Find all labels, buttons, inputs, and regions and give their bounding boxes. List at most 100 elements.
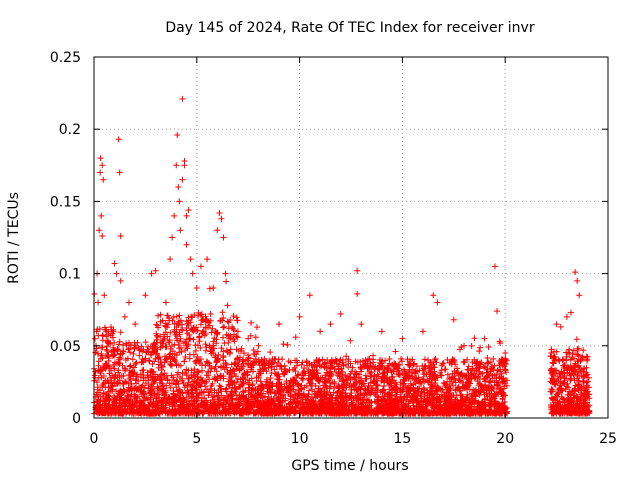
data-point [199,330,206,337]
data-point [339,389,346,396]
data-point [584,388,591,395]
data-point [434,374,441,381]
data-point [162,329,169,336]
data-point [456,377,463,384]
data-point [212,328,219,335]
data-point [169,410,176,417]
data-point [354,267,361,274]
data-point [476,361,483,368]
data-point [354,378,361,385]
data-point [401,367,408,374]
data-point [367,379,374,386]
data-point [189,378,196,385]
data-point [401,393,408,400]
data-point [228,393,235,400]
data-point [467,410,474,417]
data-point [547,353,554,360]
data-point [476,369,483,376]
data-point [371,379,378,386]
data-point [276,398,283,405]
data-point [299,404,306,411]
data-point [365,396,372,403]
data-point [220,373,227,380]
data-point [343,361,350,368]
data-point [202,331,209,338]
data-point [222,270,229,277]
data-point [431,375,438,382]
data-point [179,176,186,183]
data-point [188,374,195,381]
data-point [302,410,309,417]
data-point [581,397,588,404]
x-tick-label: 15 [393,431,411,447]
data-point [138,359,145,366]
data-point [226,381,233,388]
data-point [408,394,415,401]
data-point [208,409,215,416]
data-point [175,320,182,327]
data-point [572,385,579,392]
data-point [259,365,266,372]
data-point [230,312,237,319]
data-point [197,374,204,381]
data-point [228,361,235,368]
data-point [319,394,325,401]
data-point [212,354,219,361]
data-point [94,386,101,393]
data-point [159,399,166,406]
data-point [185,379,192,386]
data-point [343,353,350,360]
data-point [338,406,345,413]
data-point [563,375,570,382]
data-point [474,400,481,407]
data-point [213,340,220,347]
data-point [584,353,591,360]
data-point [164,408,171,415]
data-point [224,302,231,309]
data-point [130,350,137,357]
data-point [348,383,355,390]
data-point [156,354,163,361]
data-point [353,397,360,404]
data-point [147,372,154,379]
data-point [350,404,357,411]
data-point [394,397,401,404]
data-point [241,395,248,402]
data-point [503,369,510,376]
data-point [366,402,373,409]
data-point [303,399,310,406]
data-point [491,398,498,405]
data-point [480,386,487,393]
data-point [234,328,241,335]
data-point [104,338,111,345]
data-point [193,382,200,389]
data-point [239,405,246,412]
data-point [312,394,319,401]
data-point [390,377,397,384]
data-point [175,369,182,376]
data-point [185,317,192,324]
data-point [317,374,324,381]
data-point [255,342,262,349]
data-point [312,407,319,414]
data-point [127,362,134,369]
data-point [446,385,453,392]
data-point [550,360,557,367]
data-point [567,395,574,402]
data-point [206,285,213,292]
data-point [359,409,366,416]
data-point [503,405,510,412]
data-point [488,400,495,407]
data-point [430,385,437,392]
data-point [431,364,438,371]
x-tick-label: 10 [291,431,309,447]
data-point [176,373,183,380]
data-point [224,369,231,376]
data-point [129,407,136,414]
data-point [298,382,305,389]
data-point [433,387,440,394]
data-point [166,351,173,358]
data-point [139,393,146,400]
data-point [214,377,221,384]
data-point [99,382,106,389]
